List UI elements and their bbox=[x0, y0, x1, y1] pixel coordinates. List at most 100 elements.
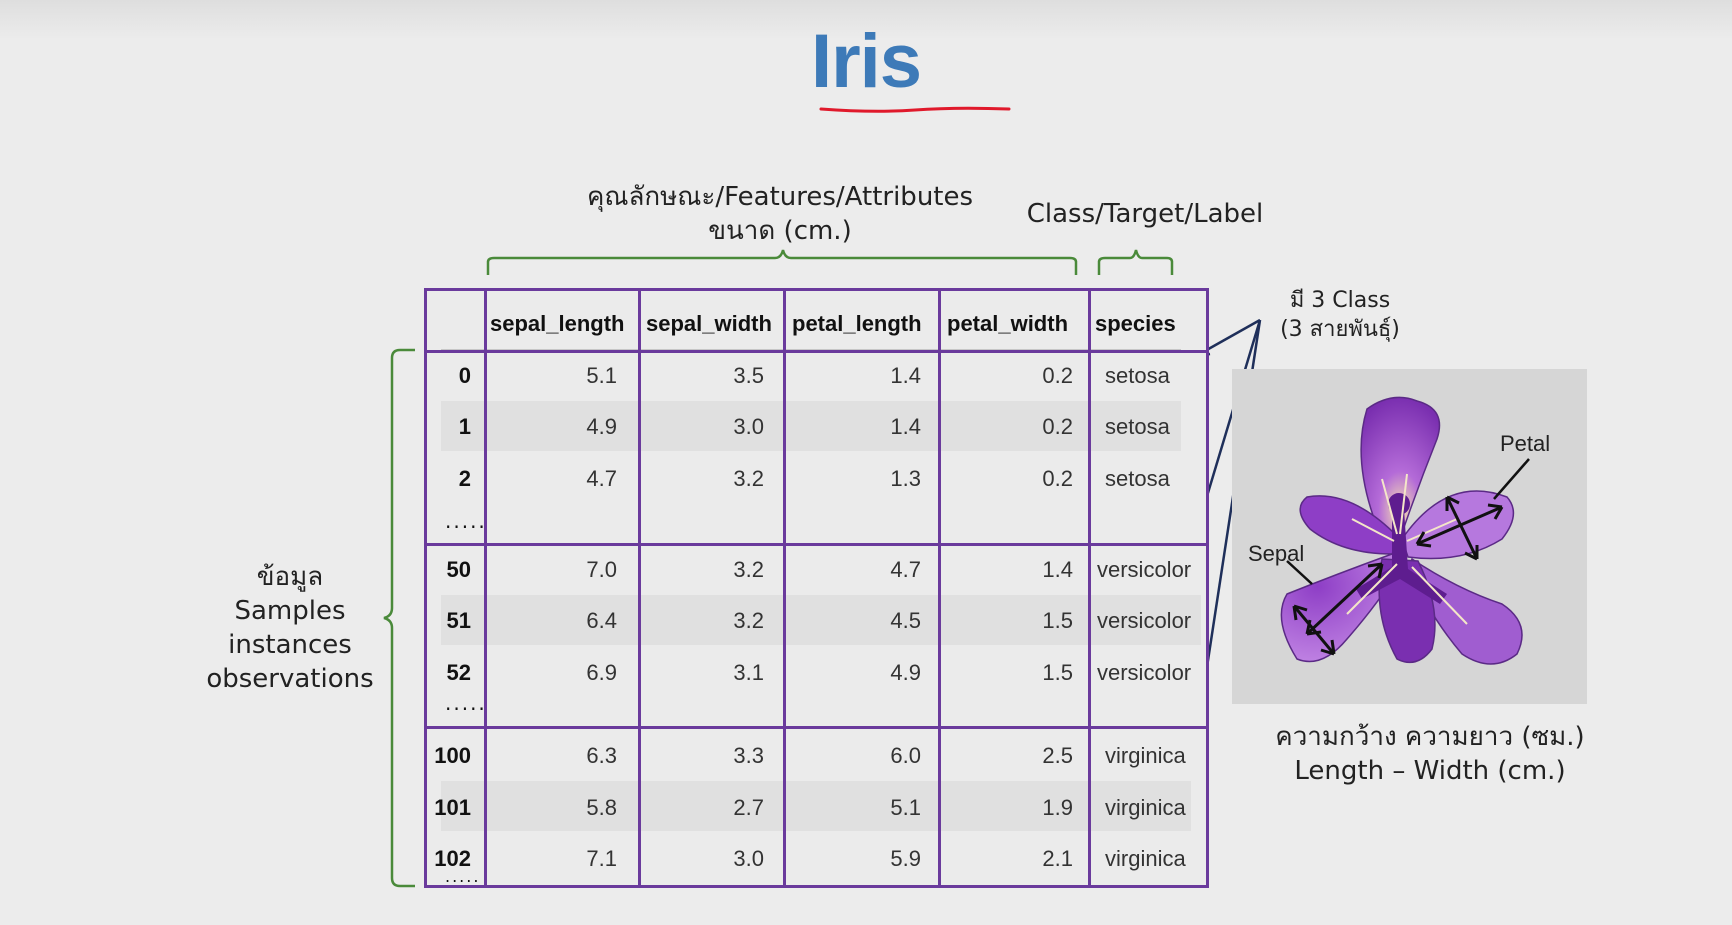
sepal-length-cell: 7.1 bbox=[586, 846, 617, 871]
sepal-width-cell: 3.2 bbox=[733, 557, 764, 582]
sepal-width-cell: 3.1 bbox=[733, 660, 764, 685]
petal-width-cell: 0.2 bbox=[1042, 414, 1073, 439]
row-index: 50 bbox=[446, 557, 471, 582]
sepal-width-cell: 3.0 bbox=[733, 414, 764, 439]
species-cell: virginica bbox=[1105, 795, 1186, 820]
sepal-label: Sepal bbox=[1248, 541, 1305, 566]
petal-width-cell: 2.1 bbox=[1042, 846, 1073, 871]
row-index: 102 bbox=[434, 846, 471, 871]
header-species: species bbox=[1095, 311, 1176, 336]
petal-width-cell: 1.5 bbox=[1042, 608, 1073, 633]
species-cell: virginica bbox=[1105, 846, 1186, 871]
sepal-measure-arrows bbox=[1292, 562, 1384, 656]
group-divider bbox=[427, 726, 1206, 729]
sepal-length-cell: 5.1 bbox=[586, 363, 617, 388]
petal-label: Petal bbox=[1500, 431, 1551, 456]
samples-label-line3: instances bbox=[228, 630, 352, 660]
class-label: Class/Target/Label bbox=[1026, 199, 1264, 229]
sepal-length-cell: 7.0 bbox=[586, 557, 617, 582]
petal-width-cell: 0.2 bbox=[1042, 466, 1073, 491]
sepal-width-cell: 3.5 bbox=[733, 363, 764, 388]
samples-label-line4: observations bbox=[206, 664, 374, 694]
petal-width-cell: 1.9 bbox=[1042, 795, 1073, 820]
petal-measure-arrows bbox=[1415, 495, 1504, 561]
row-index: 101 bbox=[434, 795, 471, 820]
class-brace bbox=[1097, 249, 1174, 275]
samples-label-line2: Samples bbox=[234, 596, 346, 626]
samples-label: ข้อมูล Samples instances observations bbox=[190, 560, 390, 696]
samples-label-line1: ข้อมูล bbox=[256, 562, 324, 592]
petal-width-cell: 1.4 bbox=[1042, 557, 1073, 582]
sepal-width-cell: 3.2 bbox=[733, 466, 764, 491]
size-caption-line2: Length – Width (cm.) bbox=[1294, 756, 1566, 786]
column-divider bbox=[638, 291, 641, 885]
title-underline bbox=[819, 106, 1011, 113]
sepal-length-cell: 4.9 bbox=[586, 414, 617, 439]
sepal-width-cell: 2.7 bbox=[733, 795, 764, 820]
petal-length-cell: 6.0 bbox=[890, 743, 921, 768]
row-index: 2 bbox=[458, 466, 471, 491]
sepal-width-cell: 3.2 bbox=[733, 608, 764, 633]
iris-flower-diagram: Petal Sepal bbox=[1232, 369, 1587, 704]
row-index: 1 bbox=[458, 414, 471, 439]
header-sepal-width: sepal_width bbox=[646, 311, 772, 336]
petal-length-cell: 5.9 bbox=[890, 846, 921, 871]
sepal-length-cell: 4.7 bbox=[586, 466, 617, 491]
petal-length-cell: 1.3 bbox=[890, 466, 921, 491]
classes-count-label: มี 3 Class (3 สายพันธุ์) bbox=[1255, 286, 1425, 344]
petal-leader-line bbox=[1493, 458, 1530, 500]
species-cell: versicolor bbox=[1097, 608, 1192, 633]
size-caption-line1: ความกว้าง ความยาว (ซม.) bbox=[1275, 722, 1585, 752]
row-index: 52 bbox=[446, 660, 471, 685]
page-title: Iris bbox=[810, 19, 922, 104]
header-petal-length: petal_length bbox=[792, 311, 922, 336]
group-divider bbox=[427, 350, 1206, 353]
petal-length-cell: 4.9 bbox=[890, 660, 921, 685]
species-cell: versicolor bbox=[1097, 660, 1192, 685]
petal-length-cell: 4.7 bbox=[890, 557, 921, 582]
species-cell: versicolor bbox=[1097, 557, 1192, 582]
classes-count-line2: (3 สายพันธุ์) bbox=[1280, 317, 1400, 342]
features-label-line2: ขนาด (cm.) bbox=[708, 216, 852, 246]
size-caption: ความกว้าง ความยาว (ซม.) Length – Width (… bbox=[1230, 720, 1630, 788]
sepal-leader-line bbox=[1286, 560, 1313, 585]
group-divider bbox=[427, 543, 1206, 546]
row-index: 51 bbox=[446, 608, 471, 633]
ellipsis: ..... bbox=[445, 867, 481, 886]
classes-count-line1: มี 3 Class bbox=[1289, 288, 1391, 313]
sepal-width-cell: 3.0 bbox=[733, 846, 764, 871]
ellipsis: ..... bbox=[445, 691, 487, 715]
petal-length-cell: 1.4 bbox=[890, 414, 921, 439]
petal-width-cell: 0.2 bbox=[1042, 363, 1073, 388]
species-cell: setosa bbox=[1105, 466, 1170, 491]
petal-length-cell: 5.1 bbox=[890, 795, 921, 820]
iris-flower-illustration bbox=[1280, 396, 1530, 665]
column-divider bbox=[783, 291, 786, 885]
column-divider bbox=[938, 291, 941, 885]
petal-length-cell: 1.4 bbox=[890, 363, 921, 388]
features-brace bbox=[486, 249, 1078, 275]
sepal-length-cell: 5.8 bbox=[586, 795, 617, 820]
row-index: 0 bbox=[458, 363, 471, 388]
species-cell: setosa bbox=[1105, 363, 1170, 388]
row-index: 100 bbox=[434, 743, 471, 768]
sepal-length-cell: 6.4 bbox=[586, 608, 617, 633]
column-divider bbox=[484, 291, 487, 885]
species-cell: setosa bbox=[1105, 414, 1170, 439]
ellipsis: ..... bbox=[445, 509, 487, 533]
header-sepal-length: sepal_length bbox=[490, 311, 625, 336]
sepal-length-cell: 6.3 bbox=[586, 743, 617, 768]
petal-width-cell: 1.5 bbox=[1042, 660, 1073, 685]
row-stripe bbox=[441, 781, 1191, 831]
row-stripe bbox=[441, 401, 1181, 451]
species-cell: virginica bbox=[1105, 743, 1186, 768]
column-divider bbox=[1088, 291, 1091, 885]
petal-length-cell: 4.5 bbox=[890, 608, 921, 633]
sepal-width-cell: 3.3 bbox=[733, 743, 764, 768]
iris-data-table: sepal_length sepal_width petal_length pe… bbox=[424, 288, 1209, 888]
row-stripe bbox=[441, 595, 1201, 645]
header-petal-width: petal_width bbox=[947, 311, 1069, 336]
features-label-line1: คุณลักษณะ/Features/Attributes bbox=[586, 182, 974, 212]
features-label: คุณลักษณะ/Features/Attributes ขนาด (cm.) bbox=[540, 180, 1020, 248]
sepal-length-cell: 6.9 bbox=[586, 660, 617, 685]
